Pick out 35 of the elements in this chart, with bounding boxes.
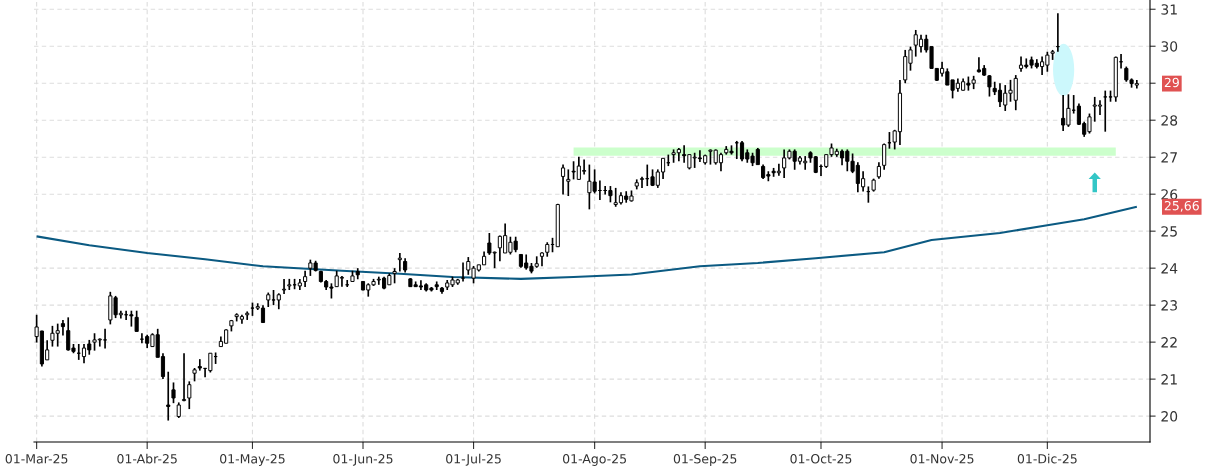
candlestick [134,309,139,333]
x-tick-label: 01-Jul-25 [446,453,501,466]
candlestick [197,358,202,372]
candlestick [1103,89,1108,133]
x-tick-label: 01-Dic-25 [1017,453,1077,464]
x-tick-label: 01-Mar-25 [5,454,68,464]
candlestick [187,380,192,410]
y-tick-label: 25 [1161,226,1177,237]
y-tick-label: 27 [1161,152,1177,163]
x-tick-label: 01-Ago-25 [563,454,626,466]
candlestick [566,168,571,197]
candlestick [181,352,187,403]
x-tick-label: 01-Nov-25 [910,454,974,464]
y-tick-label: 31 [1161,4,1177,15]
text: 29 [1164,77,1179,88]
candlestick [882,142,887,171]
x-tick-label: 01-Sep-25 [673,454,737,466]
candlestick [208,352,213,374]
candlestick [171,381,176,404]
x-tick-label: 01-Abr-25 [117,453,177,464]
x-tick-label: 01-Oct-25 [790,454,852,464]
candlestick [460,261,466,283]
candlestick [560,163,566,196]
y-tick-label: 28 [1161,115,1178,126]
candlestick [166,370,171,422]
candlestick [639,175,645,189]
y-tick-label: 23 [1161,300,1177,311]
x-tick-label: 01-May-25 [220,454,285,466]
y-tick-label: 21 [1161,374,1177,385]
y-tick-label: 22 [1161,337,1177,348]
y-tick-label: 30 [1161,41,1178,52]
y-tick-label: 20 [1161,411,1178,422]
x-tick-label: 01-Jun-25 [333,454,393,466]
y-tick-label: 24 [1161,263,1178,274]
candlestick [281,278,287,295]
